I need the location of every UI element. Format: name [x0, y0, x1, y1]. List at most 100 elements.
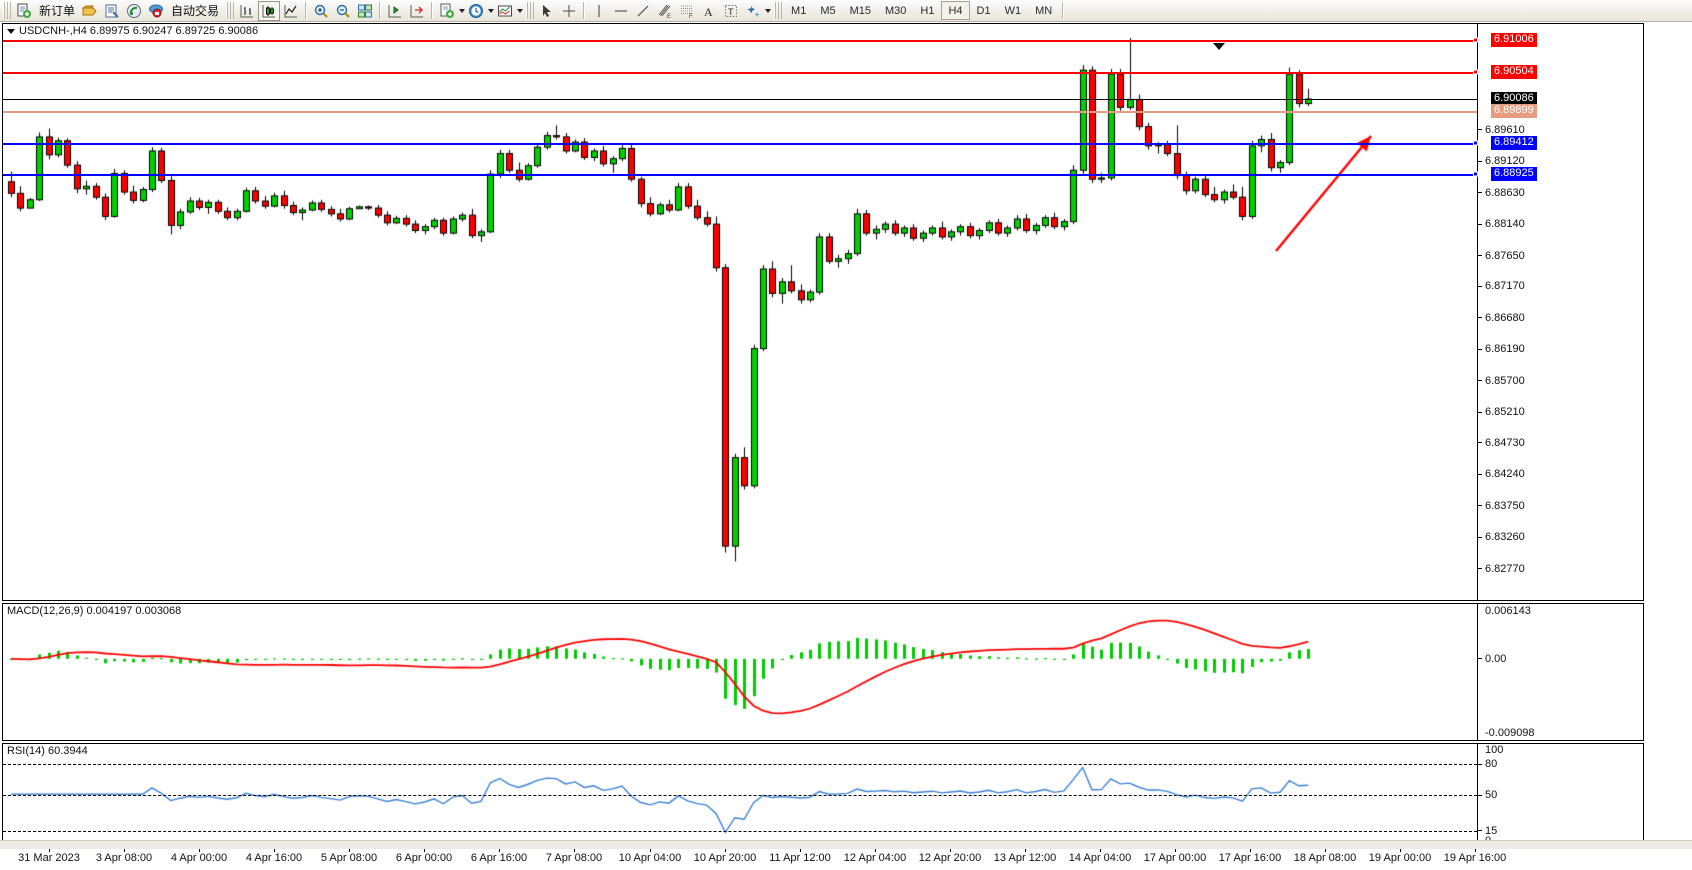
price-level-label-current-bid[interactable]: 6.90086	[1491, 92, 1537, 107]
bar-chart-icon[interactable]	[236, 1, 258, 21]
rsi-level-15	[3, 830, 1477, 832]
period-chevron-down-icon[interactable]	[488, 8, 495, 13]
signal-icon[interactable]	[123, 1, 145, 21]
time-label: 7 Apr 08:00	[545, 852, 603, 864]
crosshair-icon[interactable]	[558, 1, 580, 21]
price-level-handle-resistance-2[interactable]	[1473, 37, 1478, 43]
candlestick-canvas[interactable]	[3, 24, 1643, 600]
time-label: 19 Apr 16:00	[1443, 852, 1507, 864]
time-label: 4 Apr 16:00	[245, 852, 303, 864]
time-label: 10 Apr 20:00	[693, 852, 757, 864]
time-label: 11 Apr 12:00	[769, 852, 831, 864]
toolbar-grip-3[interactable]	[526, 2, 535, 19]
autotrade-label[interactable]: 自动交易	[171, 4, 220, 18]
timeframe-mn[interactable]: MN	[1035, 5, 1053, 17]
toolbar-separator-5	[1062, 2, 1065, 19]
price-level-label-ask-line[interactable]: 6.89899	[1491, 104, 1537, 119]
macd-label: MACD(12,26,9) 0.004197 0.003068	[7, 605, 182, 617]
price-level-label-support-1[interactable]: 6.89412	[1491, 135, 1537, 150]
price-level-handle-support-1[interactable]	[1473, 140, 1478, 146]
toolbar-grip-2[interactable]	[226, 2, 235, 19]
templates-chevron-down-icon[interactable]	[517, 8, 524, 13]
price-level-line-resistance-1[interactable]	[3, 72, 1477, 75]
horizontal-line-icon[interactable]	[610, 1, 632, 21]
time-label: 12 Apr 04:00	[843, 852, 907, 864]
timeframe-m15[interactable]: M15	[849, 5, 871, 17]
time-label: 5 Apr 08:00	[320, 852, 378, 864]
expert-advisor-icon[interactable]	[145, 1, 167, 21]
fibonacci-icon[interactable]: F	[676, 1, 698, 21]
toolbar-grip-4[interactable]	[774, 2, 783, 19]
toolbar-separator-2	[379, 2, 382, 19]
indicators-chevron-down-icon[interactable]	[459, 8, 466, 13]
objects-icon[interactable]	[742, 1, 764, 21]
time-label: 6 Apr 16:00	[470, 852, 528, 864]
tile-windows-icon[interactable]	[354, 1, 376, 21]
rsi-label: RSI(14) 60.3944	[7, 745, 88, 757]
vertical-line-icon[interactable]	[588, 1, 610, 21]
new-order-label[interactable]: 新订单	[39, 4, 76, 18]
trendline-icon[interactable]	[632, 1, 654, 21]
price-level-handle-resistance-1[interactable]	[1473, 69, 1478, 75]
toolbar-grip-1[interactable]	[3, 2, 11, 19]
toolbar-separator-1	[305, 2, 308, 19]
timeframe-h4[interactable]: H4	[941, 1, 970, 20]
time-label: 13 Apr 12:00	[993, 852, 1057, 864]
rsi-level-80	[3, 764, 1477, 766]
macd-pane[interactable]: MACD(12,26,9) 0.004197 0.003068 0.006143…	[2, 603, 1644, 741]
time-label: 12 Apr 20:00	[918, 852, 982, 864]
chart-menu-caret-icon[interactable]	[7, 28, 15, 34]
toolbar-separator-3	[431, 2, 434, 19]
equidistant-channel-icon[interactable]: E	[654, 1, 676, 21]
line-chart-icon[interactable]	[280, 1, 302, 21]
price-level-line-current-bid[interactable]	[3, 99, 1477, 101]
macd-canvas[interactable]	[3, 604, 1643, 740]
period-icon[interactable]	[465, 1, 487, 21]
auto-scroll-icon[interactable]	[384, 1, 406, 21]
time-axis: 31 Mar 2023 3 Apr 08:00 4 Apr 00:00 4 Apr 1…	[2, 848, 1644, 870]
zoom-out-icon[interactable]	[332, 1, 354, 21]
main-toolbar[interactable]: 新订单 自动交易	[0, 0, 1692, 22]
chart-shift-icon[interactable]	[406, 1, 428, 21]
data-window-icon[interactable]	[101, 1, 123, 21]
timeframe-m1[interactable]: M1	[791, 5, 807, 17]
timeframe-m5[interactable]: M5	[820, 5, 836, 17]
time-label: 4 Apr 00:00	[170, 852, 228, 864]
text-icon[interactable]: A	[698, 1, 720, 21]
time-label: 17 Apr 00:00	[1143, 852, 1207, 864]
new-order-icon[interactable]	[13, 1, 35, 21]
price-level-label-resistance-2[interactable]: 6.91006	[1491, 33, 1537, 48]
cursor-icon[interactable]	[536, 1, 558, 21]
price-level-line-support-2[interactable]	[3, 173, 1477, 176]
timeframe-h1[interactable]: H1	[920, 5, 935, 17]
price-pane[interactable]: USDCNH-,H4 6.89975 6.90247 6.89725 6.900…	[2, 23, 1644, 601]
price-level-label-resistance-1[interactable]: 6.90504	[1491, 65, 1537, 80]
timeframe-d1[interactable]: D1	[976, 5, 991, 17]
objects-chevron-down-icon[interactable]	[765, 8, 772, 13]
indicators-icon[interactable]	[436, 1, 458, 21]
chart-area[interactable]: USDCNH-,H4 6.89975 6.90247 6.89725 6.900…	[0, 22, 1692, 864]
folder-icon[interactable]	[79, 1, 101, 21]
symbol-ohlc-label: USDCNH-,H4 6.89975 6.90247 6.89725 6.900…	[7, 25, 258, 37]
timeframe-m30[interactable]: M30	[885, 5, 907, 17]
price-level-line-support-1[interactable]	[3, 142, 1477, 145]
price-level-handle-support-2[interactable]	[1473, 171, 1478, 177]
time-label: 18 Apr 08:00	[1293, 852, 1357, 864]
price-level-label-support-2[interactable]: 6.88925	[1491, 166, 1537, 181]
time-label: 3 Apr 08:00	[95, 852, 153, 864]
timeframe-w1[interactable]: W1	[1004, 5, 1022, 17]
templates-icon[interactable]	[494, 1, 516, 21]
svg-text:A: A	[704, 5, 713, 19]
candlestick-chart-icon[interactable]	[258, 0, 281, 21]
time-label: 10 Apr 04:00	[618, 852, 682, 864]
price-level-line-ask-line[interactable]	[3, 111, 1477, 114]
chart-collapse-caret-icon[interactable]	[1213, 43, 1225, 50]
zoom-in-icon[interactable]	[310, 1, 332, 21]
time-label: 17 Apr 16:00	[1218, 852, 1282, 864]
svg-text:E: E	[667, 14, 671, 19]
label-icon[interactable]: T	[720, 1, 742, 21]
status-bar	[0, 840, 1692, 849]
time-label: 31 Mar 2023	[18, 852, 80, 864]
price-level-line-resistance-2[interactable]	[3, 40, 1477, 43]
rsi-pane[interactable]: RSI(14) 60.3944 1008050150	[2, 743, 1644, 847]
